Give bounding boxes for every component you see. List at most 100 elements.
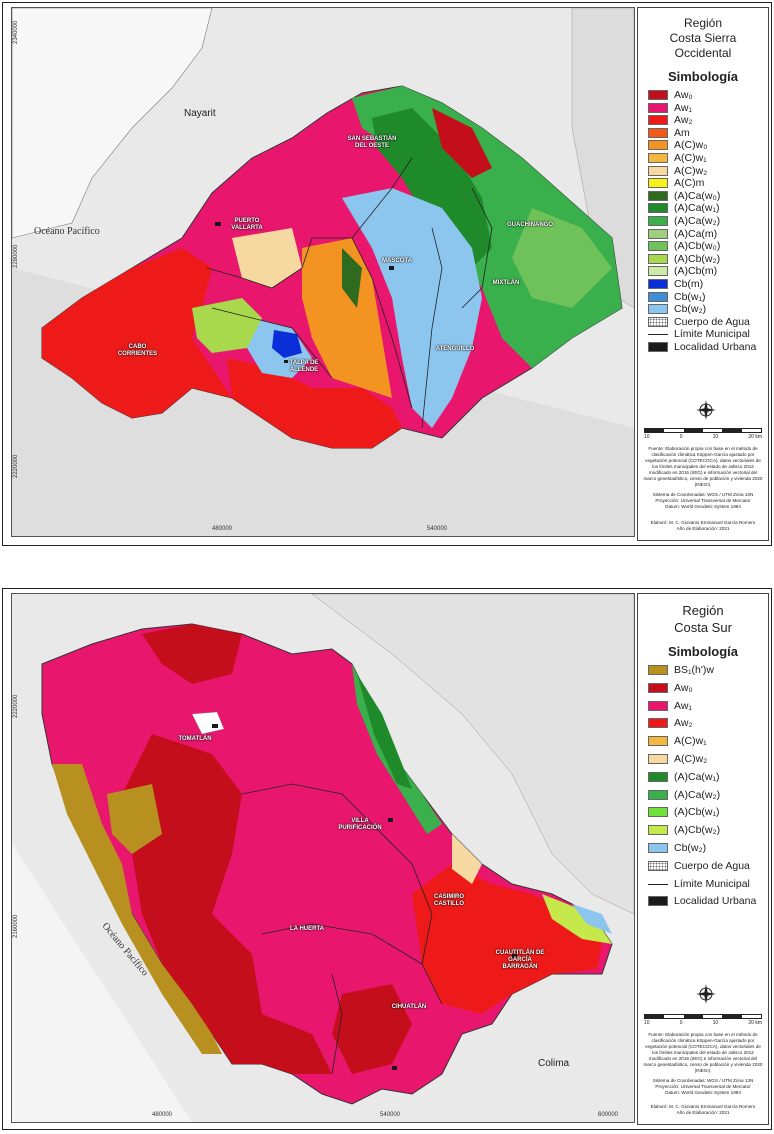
legend-swatch	[648, 203, 668, 214]
legend-swatch	[648, 304, 668, 315]
legend-list: BS₁(h')w Aw₀ Aw₁ Aw₂ A(C)w₁ A(C)w₂ (A)Ca(w₁) (A…	[638, 665, 768, 914]
legend-item: (A)Cb(m)	[648, 266, 768, 279]
scale-tick: 0	[679, 434, 683, 440]
legend-swatch	[648, 665, 668, 675]
legend-swatch	[648, 753, 668, 764]
legend-swatch	[648, 278, 668, 289]
map-frame: TOMATLÁN VILLA PURIFICACIÓN CASIMIRO CAS…	[11, 593, 635, 1123]
legend-label: Cuerpo de Agua	[674, 859, 750, 872]
legend-label: (A)Cb(w₁)	[674, 806, 720, 819]
legend-label: (A)Ca(w₁)	[674, 202, 720, 215]
state-label: Colima	[538, 1058, 570, 1069]
legend-label: (A)Ca(w₂)	[674, 788, 721, 801]
place-label: CABO CORRIENTES	[117, 344, 158, 357]
scale-tick: 10	[712, 1020, 719, 1026]
legend-label: (A)Cb(m)	[674, 265, 718, 278]
legend-item: Localidad Urbana	[648, 896, 768, 914]
legend-item: (A)Ca(w₀)	[648, 189, 768, 204]
crs-text: Sistema de Coordenadas: WGS / UTM Zona 1…	[652, 492, 754, 509]
legend-item: Cuerpo de Agua	[648, 859, 768, 879]
y-coord: 2220000	[13, 694, 19, 718]
legend-item: (A)Cb(w₀)	[648, 241, 768, 254]
legend-swatch	[648, 341, 668, 352]
legend-swatch	[648, 228, 668, 239]
legend-label: Límite Municipal	[674, 877, 750, 890]
x-coord: 540000	[380, 1112, 401, 1118]
legend-label: Aw₂	[674, 114, 693, 127]
legend-item: A(C)w₁	[648, 736, 768, 754]
legend-swatch	[648, 190, 668, 201]
climate-map-svg	[12, 594, 634, 1122]
legend-item: (A)Ca(w₁)	[648, 203, 768, 216]
legend-label: Aw₁	[674, 699, 692, 712]
source-text: Fuente: Elaboración propia con base en e…	[643, 446, 763, 487]
legend-label: Localidad Urbana	[674, 895, 757, 908]
y-coord: 2280000	[13, 244, 19, 268]
author-text: Elaboró: M. C. Giovanni Emmanuel García …	[650, 520, 756, 531]
legend-swatch	[648, 90, 668, 100]
map-panel-costa-sierra: SAN SEBASTIÁN DEL OESTE PUERTO VALLARTA …	[2, 2, 772, 546]
legend-label: Cuerpo de Agua	[674, 315, 750, 328]
legend-list: Aw₀ Aw₁ Aw₂ Am A(C)w₀ A(C)w₁ A(C)w₂ A(C)m (A)Ca(…	[638, 90, 768, 354]
legend-swatch	[648, 896, 668, 907]
legend-label: Localidad Urbana	[674, 340, 757, 353]
legend-item: A(C)w₁	[648, 152, 768, 166]
legend-label: Aw₁	[674, 101, 692, 114]
legend-item: A(C)w₀	[648, 140, 768, 153]
y-coord: 2220000	[13, 454, 19, 478]
y-coord: 2340000	[13, 20, 19, 44]
legend-swatch	[648, 807, 668, 818]
legend-swatch	[648, 883, 668, 885]
legend-item: A(C)m	[648, 178, 768, 191]
legend-swatch	[648, 718, 668, 729]
legend-label: Am	[674, 126, 690, 139]
legend-label: (A)Ca(w₁)	[674, 770, 720, 783]
place-label: LA HUERTA	[290, 926, 324, 932]
legend-label: Aw₀	[674, 89, 693, 101]
legend-swatch	[648, 215, 668, 226]
legend-swatch	[648, 102, 668, 113]
legend-label: Aw₀	[674, 681, 693, 694]
place-label: TOMATLÁN	[178, 736, 212, 742]
scale-tick: 10	[712, 434, 719, 440]
legend-label: Cb(w₂)	[674, 841, 707, 854]
legend-item: Aw₂	[648, 115, 768, 128]
y-coord: 2160000	[13, 914, 19, 938]
legend-label: A(C)m	[674, 177, 705, 190]
x-coord: 480000	[152, 1112, 173, 1118]
place-label: VILLA PURIFICACIÓN	[338, 818, 382, 831]
legend-swatch	[648, 736, 668, 747]
legend-item: (A)Ca(w₂)	[648, 215, 768, 229]
region-title: Región Costa Sierra Occidental	[669, 16, 737, 60]
legend-item: (A)Ca(m)	[648, 228, 768, 242]
place-label: MIXTLÁN	[492, 280, 520, 286]
legend-label: (A)Cb(w₀)	[674, 240, 721, 253]
legend-item: A(C)w₂	[648, 753, 768, 772]
legend-item: (A)Ca(w₁)	[648, 770, 768, 790]
legend-swatch	[648, 115, 668, 126]
legend-swatch	[648, 241, 668, 252]
legend-label: (A)Cb(w₂)	[674, 252, 721, 265]
legend-panel: Región Costa Sur Simbología BS₁(h')w Aw₀ A…	[637, 593, 769, 1125]
legend-item: A(C)w₂	[648, 165, 768, 179]
legend-item: Aw₀	[648, 681, 768, 701]
legend-item: Aw₂	[648, 718, 768, 736]
legend-item: BS₁(h')w	[648, 665, 768, 683]
legend-swatch	[648, 165, 668, 176]
legend-swatch	[648, 316, 668, 327]
x-coord: 480000	[212, 526, 233, 532]
place-label: GUACHINANGO	[507, 222, 553, 228]
place-label: SAN SEBASTIÁN DEL OESTE	[347, 136, 397, 149]
map-frame: SAN SEBASTIÁN DEL OESTE PUERTO VALLARTA …	[11, 7, 635, 537]
place-label: ATENGUILLO	[435, 346, 475, 352]
legend-swatch	[648, 700, 668, 711]
place-label: CASIMIRO CASTILLO	[434, 894, 464, 907]
north-arrow-icon	[696, 984, 716, 1004]
legend-swatch	[648, 789, 668, 800]
north-arrow-icon	[696, 400, 716, 420]
scale-tick: 10	[644, 434, 650, 440]
legend-label: (A)Ca(w₀)	[674, 189, 721, 202]
place-label: PUERTO VALLARTA	[231, 218, 263, 231]
legend-title: Simbología	[667, 644, 739, 659]
legend-label: A(C)w₀	[674, 139, 708, 152]
